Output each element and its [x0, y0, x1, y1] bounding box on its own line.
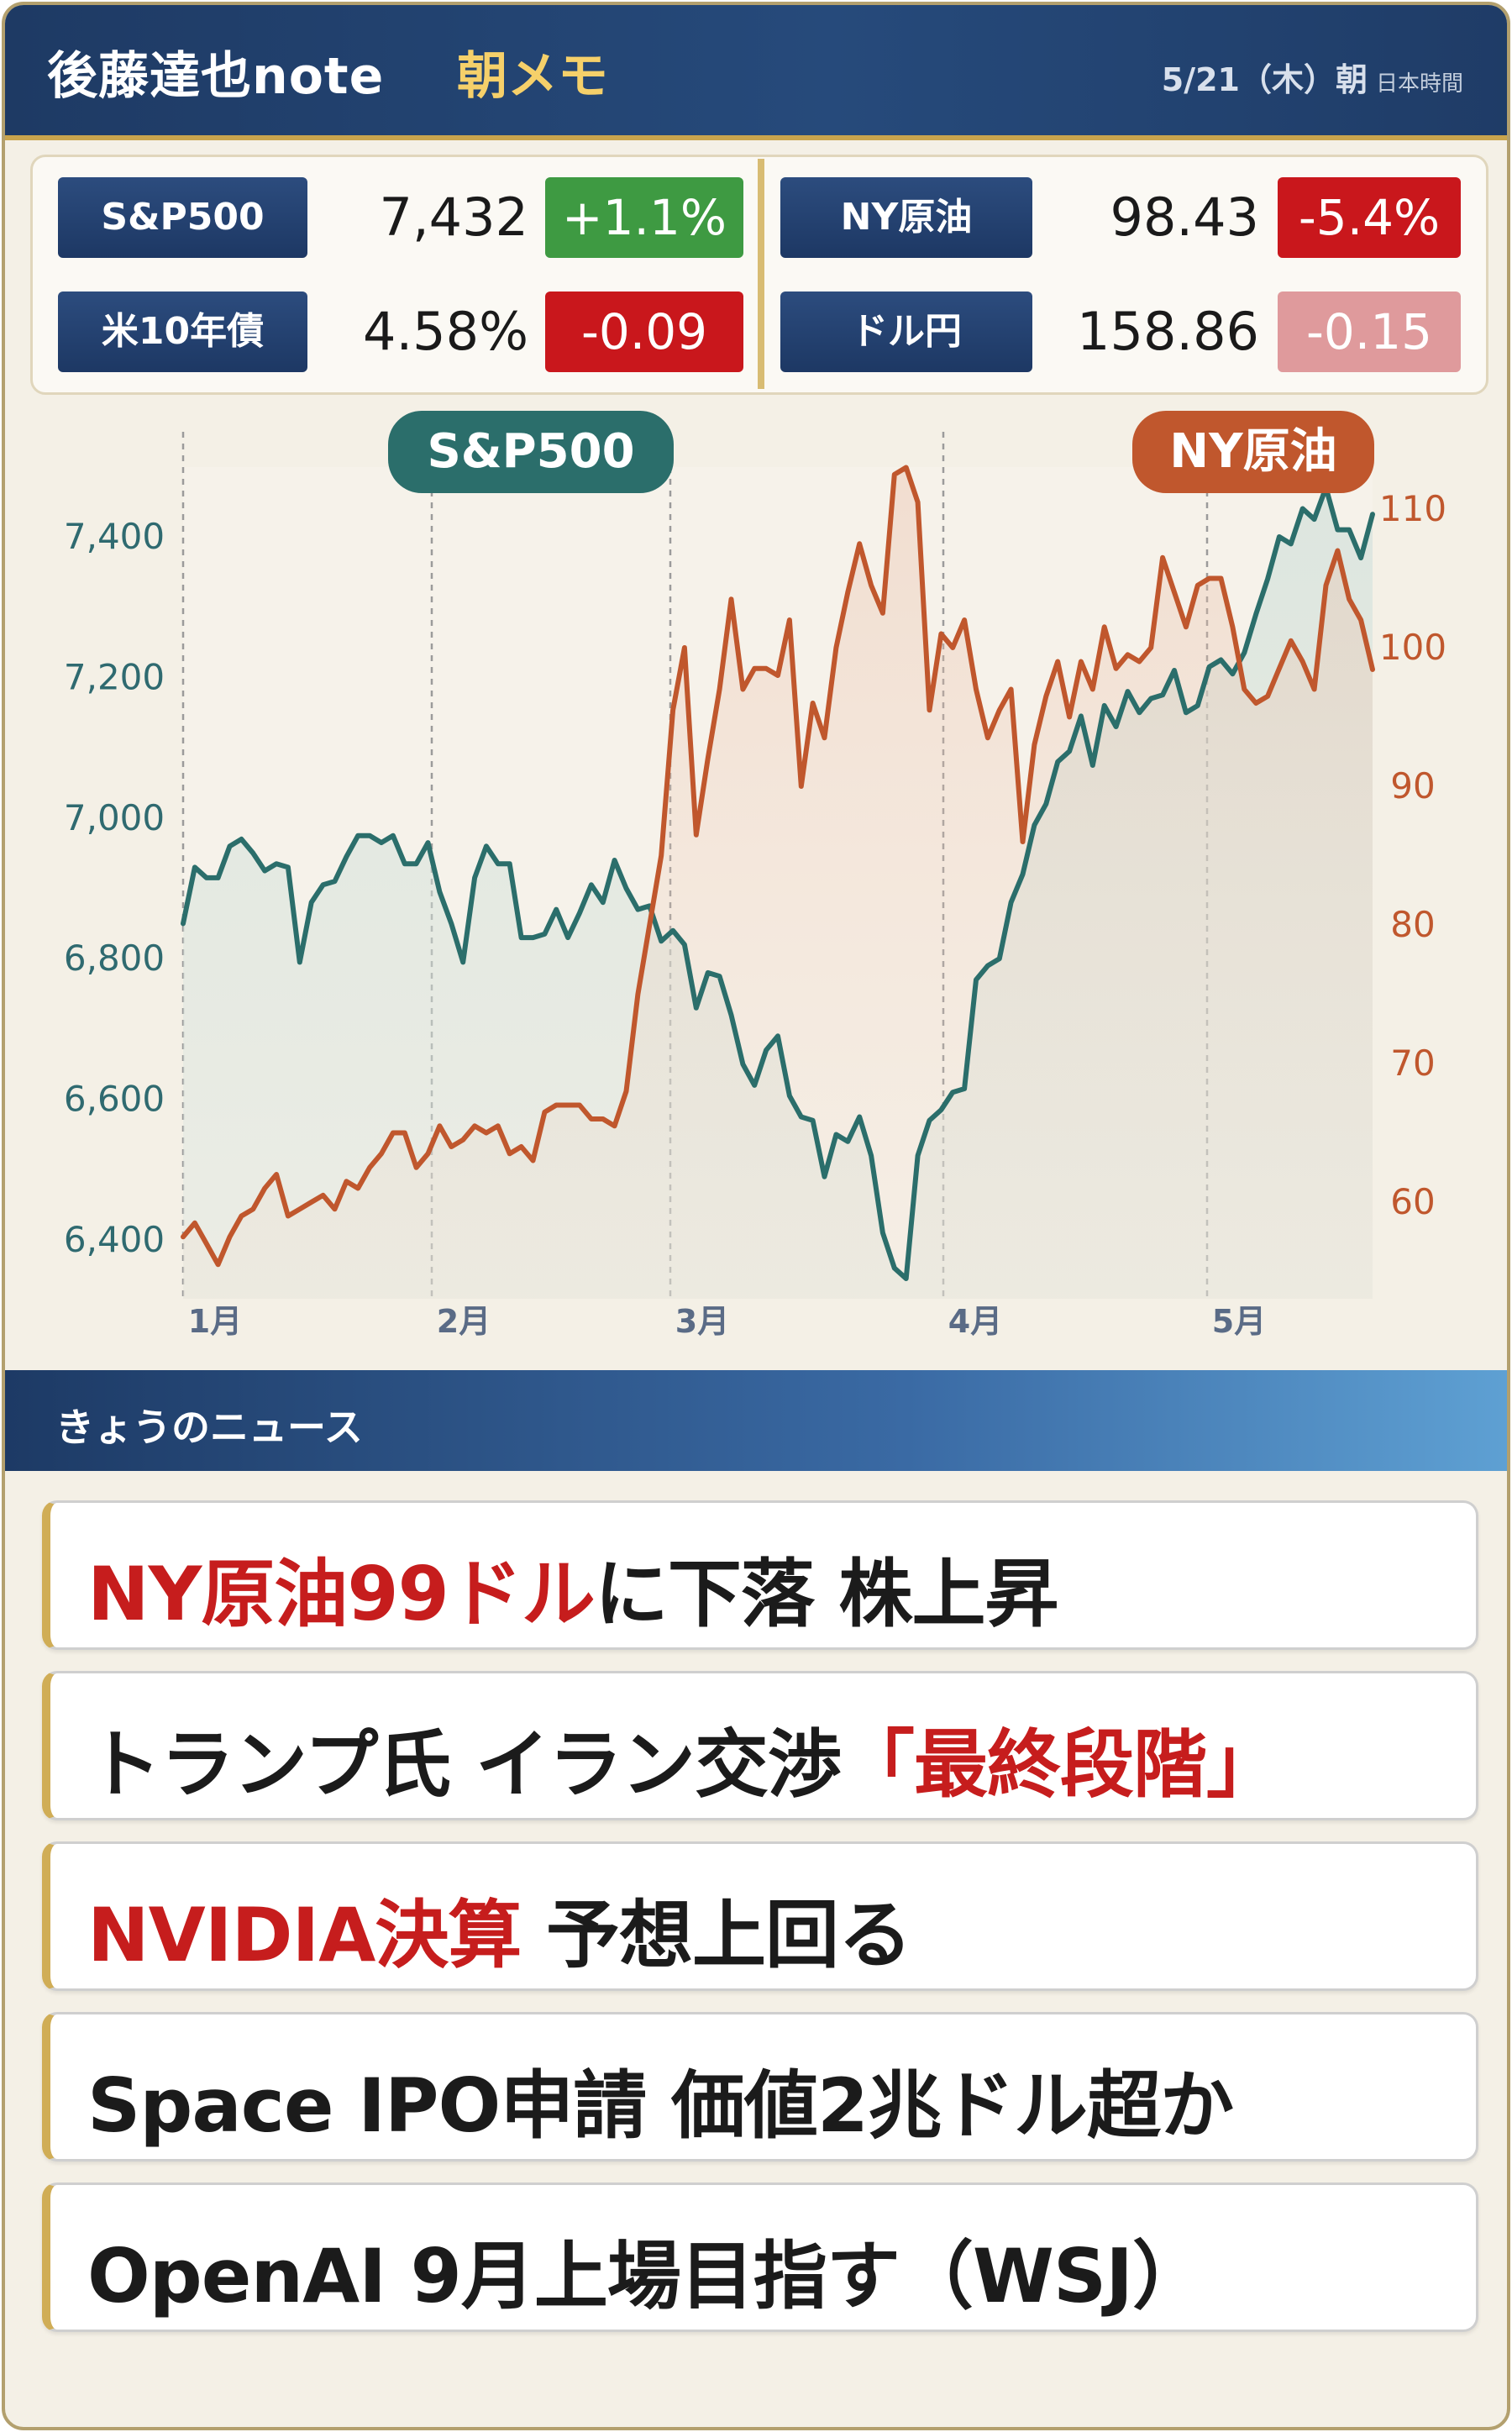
headline-text: に下落 株上昇 [594, 1551, 1059, 1637]
headline-text: OpenAI 9月上場目指す（WSJ） [87, 2233, 1206, 2319]
quote-value: 7,432 [379, 186, 529, 248]
news-list: NY原油99ドルに下落 株上昇 トランプ氏 イラン交渉「最終段階」 NVIDIA… [42, 1500, 1478, 2353]
quote-label: ドル円 [780, 292, 1032, 372]
x-tick-label: 4月 [948, 1303, 1002, 1340]
x-tick-label: 5月 [1212, 1303, 1266, 1340]
series-line-crude-oil [181, 465, 1375, 1268]
y-right-tick-label: 110 [1379, 488, 1446, 529]
market-quotes: S&P500 7,432 +1.1% NY原油 98.43 -5.4% 米10年… [30, 155, 1488, 395]
news-item[interactable]: Space IPO申請 価値2兆ドル超か [42, 2012, 1478, 2161]
news-headline: トランプ氏 イラン交渉「最終段階」 [87, 1705, 1280, 1812]
sp500-badge-label: S&P500 [427, 424, 634, 479]
news-item[interactable]: NVIDIA決算 予想上回る [42, 1841, 1478, 1991]
headline-highlight: 「最終段階」 [841, 1721, 1280, 1808]
sp500-badge [388, 411, 674, 493]
headline-text: 予想上回る [521, 1892, 912, 1978]
headline-text: トランプ氏 イラン交渉 [87, 1721, 842, 1808]
series-line-sp500 [181, 485, 1375, 1281]
quote-change: -0.09 [545, 292, 743, 372]
quote-sp500: S&P500 7,432 +1.1% [58, 177, 747, 258]
news-headline: NY原油99ドルに下落 株上昇 [87, 1535, 1058, 1641]
quotes-divider [758, 159, 764, 389]
x-tick-label: 3月 [675, 1303, 729, 1340]
news-headline: OpenAI 9月上場目指す（WSJ） [87, 2217, 1206, 2324]
timezone-text: 日本時間 [1375, 71, 1463, 97]
brand-title: 後藤達也note [47, 47, 385, 106]
quote-us10y: 米10年債 4.58% -0.09 [58, 292, 747, 372]
news-item[interactable]: NY原油99ドルに下落 株上昇 [42, 1500, 1478, 1650]
news-item[interactable]: トランプ氏 イラン交渉「最終段階」 [42, 1671, 1478, 1820]
y-left-tick-label: 7,400 [64, 516, 165, 557]
quote-value: 158.86 [1077, 301, 1259, 362]
news-headline: NVIDIA決算 予想上回る [87, 1876, 912, 1983]
news-section-header: きょうのニュース [5, 1370, 1507, 1471]
x-tick-label: 1月 [188, 1303, 242, 1340]
quote-change: -0.15 [1278, 292, 1461, 372]
news-item[interactable]: OpenAI 9月上場目指す（WSJ） [42, 2182, 1478, 2332]
quote-value: 98.43 [1110, 186, 1260, 248]
memo-subtitle: 朝メモ [457, 47, 608, 106]
y-left-tick-label: 7,200 [64, 656, 165, 697]
y-right-tick-label: 60 [1390, 1181, 1435, 1222]
date-text: 5/21（木）朝 [1161, 61, 1368, 98]
headline-text: Space IPO申請 価値2兆ドル超か [87, 2062, 1234, 2149]
y-left-tick-label: 7,000 [64, 797, 165, 838]
y-left-tick-label: 6,600 [64, 1079, 165, 1120]
date-info: 5/21（木）朝 日本時間 [1162, 54, 1463, 100]
news-headline: Space IPO申請 価値2兆ドル超か [87, 2046, 1234, 2153]
quote-usdjpy: ドル円 158.86 -0.15 [780, 292, 1469, 372]
x-tick-label: 2月 [437, 1303, 491, 1340]
y-right-tick-label: 90 [1390, 765, 1435, 806]
y-right-tick-label: 70 [1390, 1043, 1435, 1084]
headline-highlight: NVIDIA決算 [87, 1892, 522, 1978]
y-left-tick-label: 6,800 [64, 938, 165, 979]
y-left-tick-label: 6,400 [64, 1219, 165, 1260]
headline-highlight: NY原油99ドル [87, 1551, 596, 1637]
quote-change: +1.1% [545, 177, 743, 258]
quote-value: 4.58% [363, 301, 528, 362]
news-section-title: きょうのニュース [55, 1405, 363, 1450]
price-chart: 1月 2月 3月 4月 5月 6,400 6,600 6,800 7,000 7,200 7,400… [64, 411, 1446, 1340]
quote-label: 米10年債 [58, 292, 307, 372]
quote-label: NY原油 [780, 177, 1032, 258]
quote-label: S&P500 [58, 177, 307, 258]
quote-crude-oil: NY原油 98.43 -5.4% [780, 177, 1469, 258]
series-area-crude-oil [183, 467, 1373, 1299]
crude-oil-badge [1132, 411, 1374, 493]
y-right-tick-label: 80 [1390, 904, 1435, 945]
header-bar: 後藤達也note 朝メモ 5/21（木）朝 日本時間 [5, 5, 1507, 140]
quote-change: -5.4% [1278, 177, 1461, 258]
crude-oil-badge-label: NY原油 [1169, 424, 1336, 479]
y-right-tick-label: 100 [1379, 627, 1446, 668]
